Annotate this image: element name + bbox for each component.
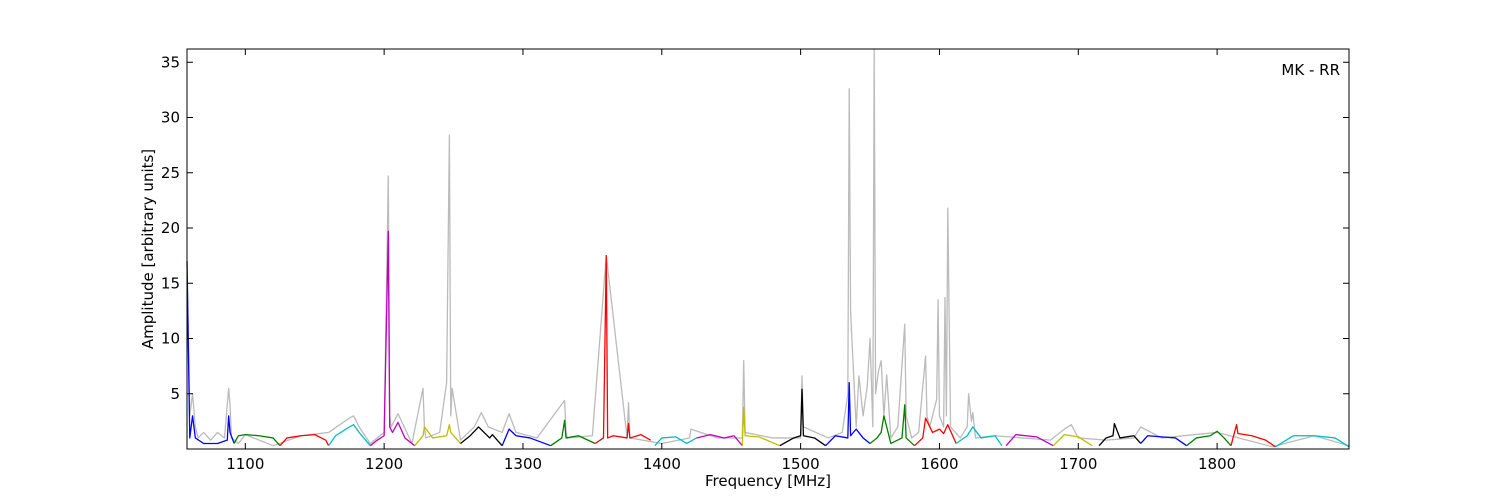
x-axis-label: Frequency [MHz] [705, 472, 831, 490]
x-tick-label: 1600 [920, 455, 958, 473]
y-tick-label: 35 [161, 53, 180, 71]
x-tick-label: 1400 [643, 455, 681, 473]
x-tick-label: 1200 [365, 455, 403, 473]
spectrum-line [869, 404, 915, 447]
spectrum-line [460, 426, 503, 447]
y-tick-label: 20 [161, 219, 180, 237]
spectrum-line [825, 382, 871, 447]
y-axis-label: Amplitude [arbitrary units] [139, 149, 157, 349]
y-tick-label: 10 [161, 330, 180, 348]
spectrum-line [955, 426, 1003, 447]
spectrum-line [1005, 433, 1054, 447]
x-tick-label: 1700 [1059, 455, 1097, 473]
spectrum-line [279, 433, 330, 447]
spectrum-line [328, 424, 371, 447]
spectrum-line [696, 433, 743, 447]
spectrum-line [1140, 435, 1187, 447]
y-tick-label: 25 [161, 164, 180, 182]
y-tick-label: 5 [170, 385, 180, 403]
axes-frame [186, 48, 1350, 450]
x-tick-label: 1500 [782, 455, 820, 473]
x-tick-label: 1300 [504, 455, 542, 473]
spectrum-line [1052, 433, 1093, 447]
spectrum-line [501, 428, 551, 447]
spectrum-line [414, 424, 461, 447]
spectrum-line [369, 230, 416, 447]
spectrum-line [1098, 422, 1142, 447]
annotation: MK - RR [1281, 61, 1340, 79]
x-tick-label: 1800 [1198, 455, 1236, 473]
spectrum-line [1230, 424, 1276, 448]
y-tick-label: 15 [161, 274, 180, 292]
spectrum-line [594, 254, 652, 445]
spectrum-line [914, 417, 957, 447]
spectrum-line [1275, 435, 1350, 448]
plot [186, 48, 1350, 448]
spectrum-line [741, 406, 781, 447]
spectrum-line [1186, 430, 1232, 447]
spectrum-line [233, 433, 281, 447]
spectrum-line [654, 436, 697, 447]
x-tick-label: 1100 [226, 455, 264, 473]
y-tick-label: 30 [161, 109, 180, 127]
spectrum-line [550, 419, 596, 447]
spectrum-line [779, 388, 826, 447]
spectrum-line [186, 261, 235, 445]
plot-area [187, 49, 1349, 449]
